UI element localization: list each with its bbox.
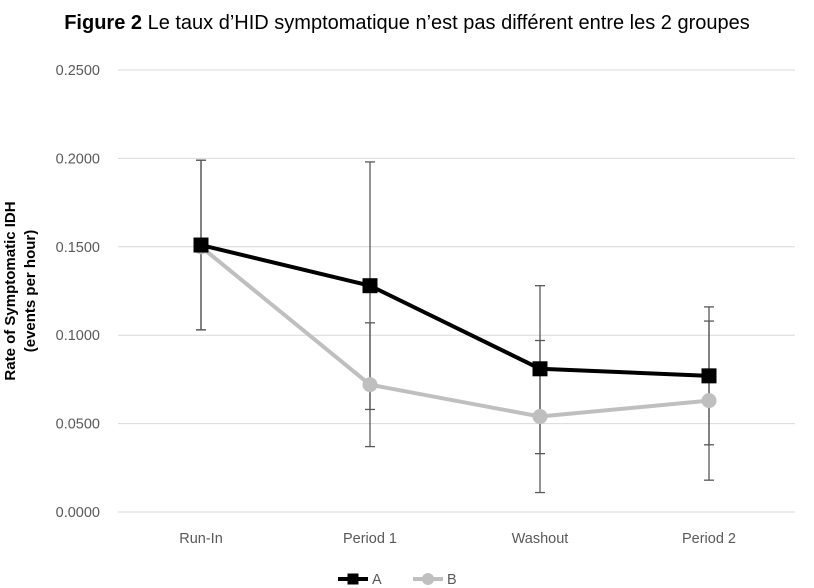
figure-label: Figure 2 — [64, 12, 143, 34]
y-tick-label: 0.2500 — [56, 63, 100, 79]
data-point-A — [701, 368, 717, 384]
figure-caption: Le taux d’HID symptomatique n’est pas di… — [142, 12, 750, 34]
series-line-A — [200, 243, 710, 378]
y-tick-label: 0.0500 — [56, 417, 100, 433]
data-point-A — [193, 237, 209, 253]
series-lines — [199, 243, 710, 419]
x-tick-label: Run-In — [179, 531, 223, 547]
x-tick-label: Period 2 — [682, 531, 736, 547]
y-tick-label: 0.1500 — [56, 240, 100, 256]
legend-marker — [422, 573, 434, 585]
legend-item-A: A — [338, 572, 382, 588]
series-markers — [193, 237, 717, 425]
data-point-B — [532, 409, 548, 425]
y-tick-labels: 0.0000 0.0500 0.1000 0.1500 0.2000 0.2500 — [56, 63, 100, 521]
y-axis-label-line1: Rate of Symptomatic IDH — [2, 201, 19, 380]
legend-marker — [347, 573, 359, 585]
x-tick-label: Washout — [512, 531, 569, 547]
y-axis-label-line2: (events per hour) — [22, 230, 39, 353]
data-point-B — [362, 377, 378, 393]
x-tick-label: Period 1 — [343, 531, 397, 547]
x-tick-labels: Run-In Period 1 Washout Period 2 — [179, 531, 736, 547]
data-point-B — [701, 393, 717, 409]
gridlines — [118, 69, 795, 513]
y-tick-label: 0.1000 — [56, 328, 100, 344]
data-point-A — [362, 278, 378, 294]
y-tick-label: 0.0000 — [56, 505, 100, 521]
legend-item-B: B — [413, 572, 457, 588]
data-point-A — [532, 361, 548, 377]
figure-title: Figure 2 Le taux d’HID symptomatique n’e… — [0, 12, 814, 35]
legend-label: B — [447, 572, 457, 588]
series-line-B — [199, 245, 710, 419]
legend-label: A — [372, 572, 382, 588]
y-tick-label: 0.2000 — [56, 151, 100, 167]
